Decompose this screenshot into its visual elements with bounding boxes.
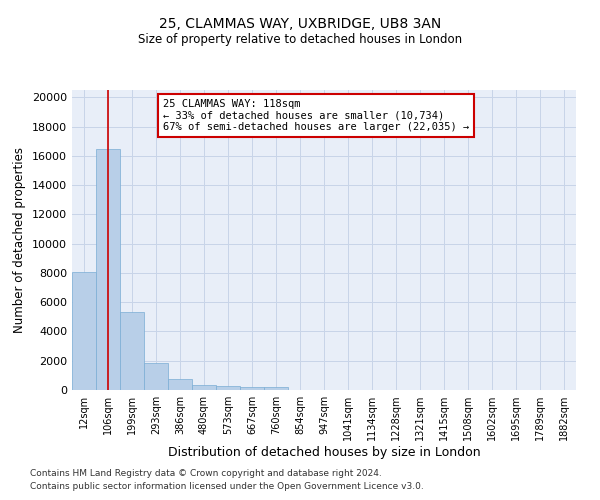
Text: 25 CLAMMAS WAY: 118sqm
← 33% of detached houses are smaller (10,734)
67% of semi: 25 CLAMMAS WAY: 118sqm ← 33% of detached… (163, 99, 469, 132)
X-axis label: Distribution of detached houses by size in London: Distribution of detached houses by size … (167, 446, 481, 459)
Bar (264, 387, 288, 390)
Y-axis label: Number of detached properties: Number of detached properties (13, 147, 26, 333)
Bar (168, 378, 192, 390)
Bar (216, 386, 240, 390)
Text: Contains public sector information licensed under the Open Government Licence v3: Contains public sector information licen… (30, 482, 424, 491)
Text: Contains HM Land Registry data © Crown copyright and database right 2024.: Contains HM Land Registry data © Crown c… (30, 468, 382, 477)
Text: Size of property relative to detached houses in London: Size of property relative to detached ho… (138, 32, 462, 46)
Bar (192, 385, 216, 390)
Bar (240, 387, 264, 390)
Bar (144, 363, 168, 390)
Text: 25, CLAMMAS WAY, UXBRIDGE, UB8 3AN: 25, CLAMMAS WAY, UXBRIDGE, UB8 3AN (159, 18, 441, 32)
Bar (96, 148, 120, 390)
Bar (120, 312, 144, 390)
Bar (72, 272, 96, 390)
